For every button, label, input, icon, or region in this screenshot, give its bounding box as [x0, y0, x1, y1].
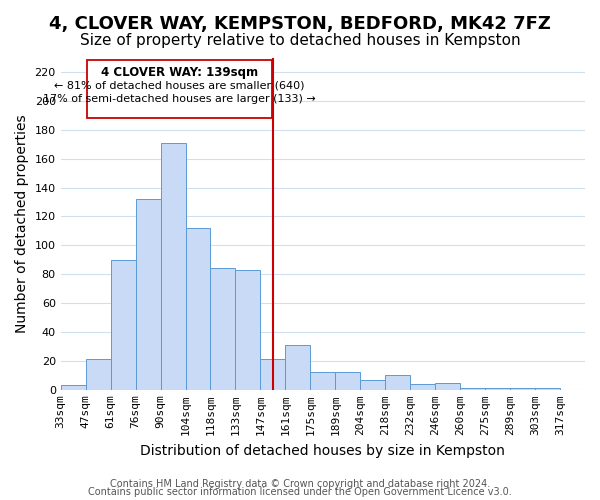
Y-axis label: Number of detached properties: Number of detached properties — [15, 114, 29, 333]
X-axis label: Distribution of detached houses by size in Kempston: Distribution of detached houses by size … — [140, 444, 505, 458]
Bar — [260, 360, 286, 390]
Bar — [211, 268, 235, 390]
Bar — [510, 388, 535, 390]
Bar — [385, 376, 410, 390]
Bar — [335, 372, 360, 390]
Text: ← 81% of detached houses are smaller (640): ← 81% of detached houses are smaller (64… — [54, 80, 305, 90]
Bar — [460, 388, 485, 390]
Bar — [136, 199, 161, 390]
Bar — [161, 142, 185, 390]
Text: Contains HM Land Registry data © Crown copyright and database right 2024.: Contains HM Land Registry data © Crown c… — [110, 479, 490, 489]
Bar — [485, 388, 510, 390]
Bar — [110, 260, 136, 390]
Bar — [410, 384, 435, 390]
Bar — [360, 380, 385, 390]
FancyBboxPatch shape — [87, 60, 272, 118]
Bar — [435, 382, 460, 390]
Bar — [535, 388, 560, 390]
Text: 17% of semi-detached houses are larger (133) →: 17% of semi-detached houses are larger (… — [43, 94, 316, 104]
Bar — [310, 372, 335, 390]
Bar — [235, 270, 260, 390]
Bar — [286, 345, 310, 390]
Bar — [61, 386, 86, 390]
Text: Size of property relative to detached houses in Kempston: Size of property relative to detached ho… — [80, 32, 520, 48]
Bar — [86, 360, 110, 390]
Text: 4 CLOVER WAY: 139sqm: 4 CLOVER WAY: 139sqm — [101, 66, 258, 79]
Text: Contains public sector information licensed under the Open Government Licence v3: Contains public sector information licen… — [88, 487, 512, 497]
Text: 4, CLOVER WAY, KEMPSTON, BEDFORD, MK42 7FZ: 4, CLOVER WAY, KEMPSTON, BEDFORD, MK42 7… — [49, 15, 551, 33]
Bar — [185, 228, 211, 390]
